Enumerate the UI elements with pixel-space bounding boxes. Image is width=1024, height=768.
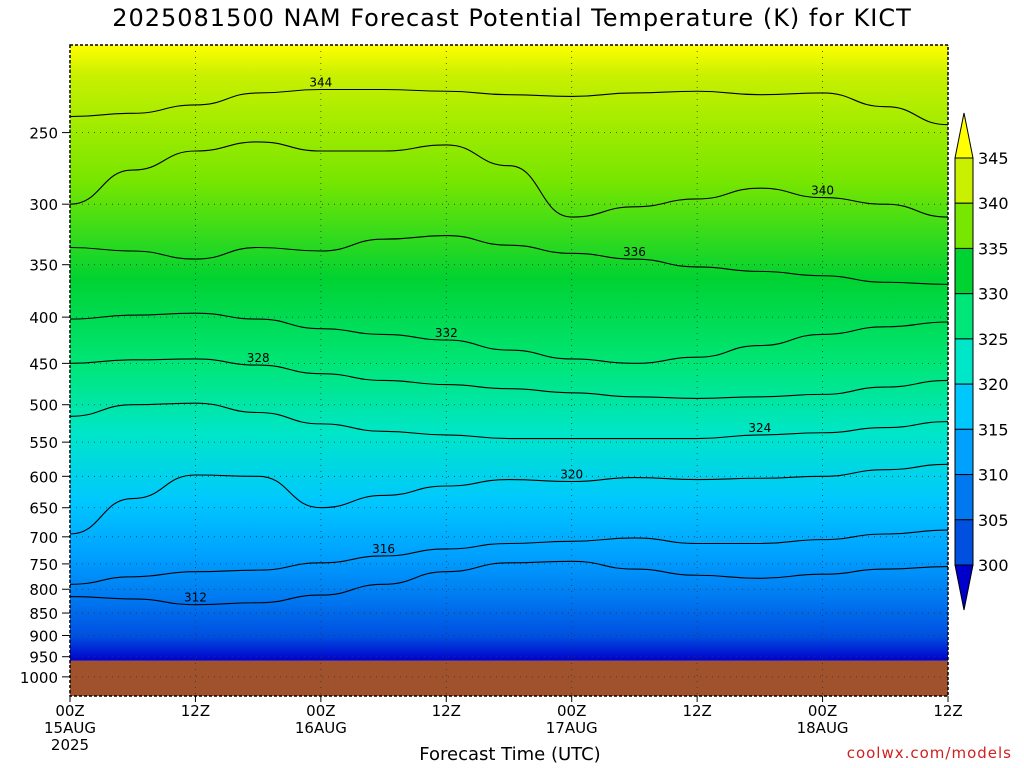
contour-324 xyxy=(70,402,948,440)
contour-label: 344 xyxy=(309,75,332,89)
contour-336 xyxy=(70,235,948,285)
x-axis-label: Forecast Time (UTC) xyxy=(419,744,601,765)
temperature-field xyxy=(70,45,948,661)
colorbar: 300 305 310 315 320 325 330 335 340 345 xyxy=(954,112,1009,611)
colorbar-band xyxy=(954,519,974,566)
contour-320 xyxy=(70,463,948,535)
y-tick-label: 900 xyxy=(29,627,58,645)
colorbar-label: 335 xyxy=(978,239,1009,258)
x-tick-label: 2025 xyxy=(51,736,89,754)
colorbar-band xyxy=(954,247,974,295)
y-tick-label: 700 xyxy=(29,529,58,547)
contour-label: 332 xyxy=(435,326,458,340)
colorbar-top-arrow xyxy=(954,112,974,159)
contour-label: 312 xyxy=(184,591,207,605)
y-tick-label: 350 xyxy=(29,257,58,275)
y-tick-label: 750 xyxy=(29,556,58,574)
y-axis: 250 300 350 400 450 500 550 600 650 700 750 800 850 9… xyxy=(20,125,70,687)
y-tick-label: 1000 xyxy=(20,669,58,687)
plot-frame xyxy=(69,44,949,697)
x-tick-label: 12Z xyxy=(432,702,461,720)
colorbar-label: 310 xyxy=(978,466,1009,485)
colorbar-label: 340 xyxy=(978,194,1009,213)
colorbar-bottom-arrow xyxy=(954,564,974,611)
contour-label: 324 xyxy=(748,421,771,435)
colorbar-band xyxy=(954,202,974,249)
y-tick-label: 450 xyxy=(29,355,58,373)
colorbar-band xyxy=(954,383,974,430)
contour-label: 316 xyxy=(372,542,395,556)
ground-below-surface xyxy=(70,660,948,696)
colorbar-label: 305 xyxy=(978,511,1009,530)
x-tick-label: 12Z xyxy=(933,702,962,720)
colorbar-label: 320 xyxy=(978,375,1009,394)
y-tick-label: 500 xyxy=(29,397,58,415)
x-tick-label: 00Z xyxy=(557,702,586,720)
x-tick-label: 12Z xyxy=(682,702,711,720)
contour-344 xyxy=(70,88,948,126)
colorbar-band xyxy=(954,474,974,521)
x-tick-label: 12Z xyxy=(181,702,210,720)
colorbar-label: 330 xyxy=(978,285,1009,304)
y-tick-label: 800 xyxy=(29,581,58,599)
colorbar-label: 325 xyxy=(978,330,1009,349)
credit-text: coolwx.com/models xyxy=(846,744,1012,762)
y-tick-label: 250 xyxy=(29,125,58,143)
y-tick-label: 950 xyxy=(29,649,58,667)
x-tick-label: 00Z xyxy=(808,702,837,720)
y-tick-label: 850 xyxy=(29,605,58,623)
contour-lines: 312 316 320 324 328 332 336 340 344 xyxy=(70,75,948,606)
colorbar-label: 315 xyxy=(978,420,1009,439)
x-tick-label: 18AUG xyxy=(797,719,849,737)
colorbar-band xyxy=(954,293,974,340)
contour-340 xyxy=(70,141,948,218)
y-tick-label: 400 xyxy=(29,309,58,327)
y-tick-label: 600 xyxy=(29,468,58,486)
colorbar-label: 345 xyxy=(978,149,1009,168)
chart-title: 2025081500 NAM Forecast Potential Temper… xyxy=(112,4,912,32)
contour-316 xyxy=(70,529,948,585)
colorbar-band xyxy=(954,428,974,476)
x-tick-label: 15AUG xyxy=(44,719,96,737)
plot-area: 312 316 320 324 328 332 336 340 344 xyxy=(69,44,949,697)
contour-label: 328 xyxy=(247,351,270,365)
y-tick-label: 650 xyxy=(29,500,58,518)
colorbar-band xyxy=(954,338,974,385)
x-tick-label: 17AUG xyxy=(546,719,598,737)
contour-label: 320 xyxy=(560,468,583,482)
y-tick-label: 300 xyxy=(29,196,58,214)
y-tick-label: 550 xyxy=(29,434,58,452)
grid-lines xyxy=(69,45,949,696)
colorbar-band xyxy=(954,157,974,204)
contour-332 xyxy=(70,312,948,364)
contour-label: 336 xyxy=(623,245,646,259)
colorbar-label: 300 xyxy=(978,556,1009,575)
x-tick-label: 00Z xyxy=(306,702,335,720)
x-tick-label: 16AUG xyxy=(295,719,347,737)
contour-label: 340 xyxy=(811,184,834,198)
x-tick-label: 00Z xyxy=(55,702,84,720)
contour-312 xyxy=(70,560,948,606)
contour-328 xyxy=(70,358,948,399)
